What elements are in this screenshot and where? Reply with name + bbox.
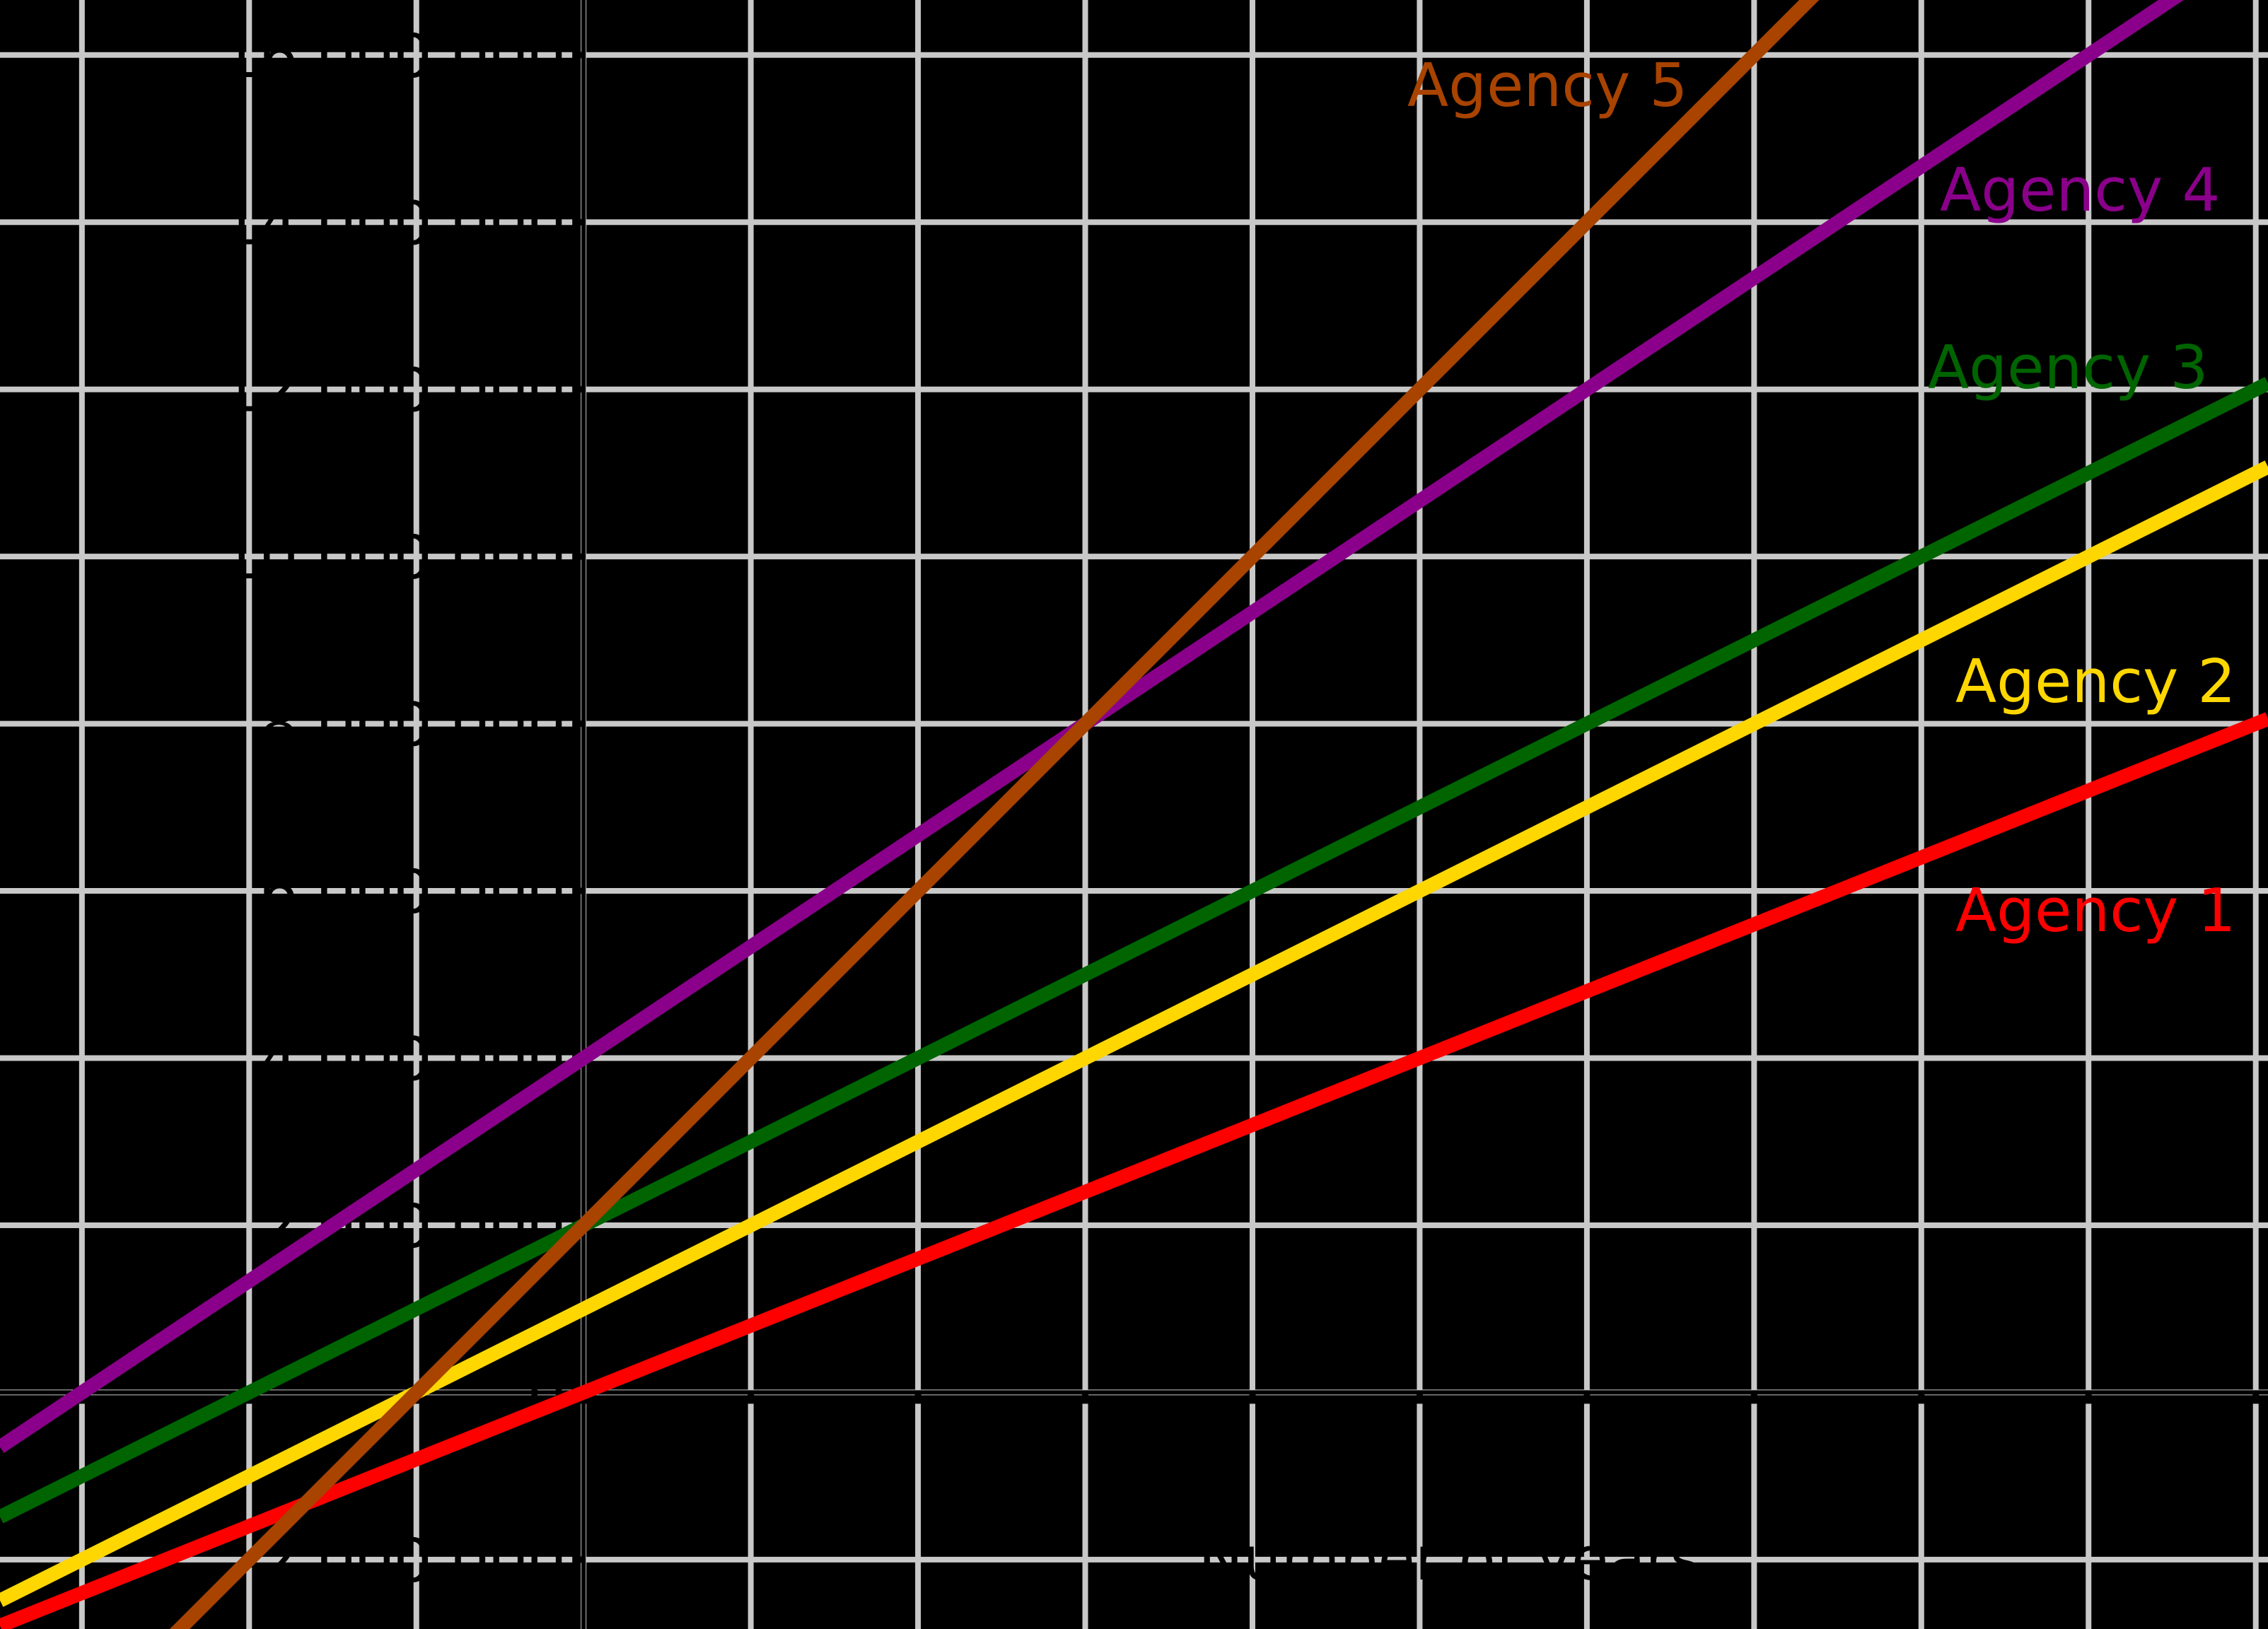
agency-3-line — [0, 377, 2268, 1524]
y-axis-tick-label: 2,000,000 — [260, 1192, 566, 1262]
agency-3-label: Agency 3 — [1928, 333, 2208, 403]
agency-4-line — [0, 0, 2184, 1453]
agency-2-line — [0, 460, 2268, 1607]
y-axis-tick-label: 16,000,000 — [221, 22, 566, 92]
y-axis-tick-label: 4,000,000 — [260, 1025, 566, 1095]
agency-2-label: Agency 2 — [1955, 647, 2235, 717]
y-axis-tick-label: 8,000,000 — [260, 691, 566, 761]
y-axis-tick-label: -2,000,000 — [238, 1526, 566, 1596]
y-axis-tick-label: 12,000,000 — [221, 356, 566, 426]
y-axis-tick-label: 10,000,000 — [221, 523, 566, 593]
agency-4-label: Agency 4 — [1940, 156, 2220, 226]
agency-5-label: Agency 5 — [1407, 51, 1687, 121]
agency-1-line — [0, 712, 2268, 1629]
y-axis-tick-label: 14,000,000 — [221, 189, 566, 259]
y-axis-tick-label: 6,000,000 — [260, 858, 566, 928]
agency-1-label: Agency 1 — [1955, 876, 2235, 946]
x-axis-label: Number of years — [1198, 1524, 1701, 1594]
